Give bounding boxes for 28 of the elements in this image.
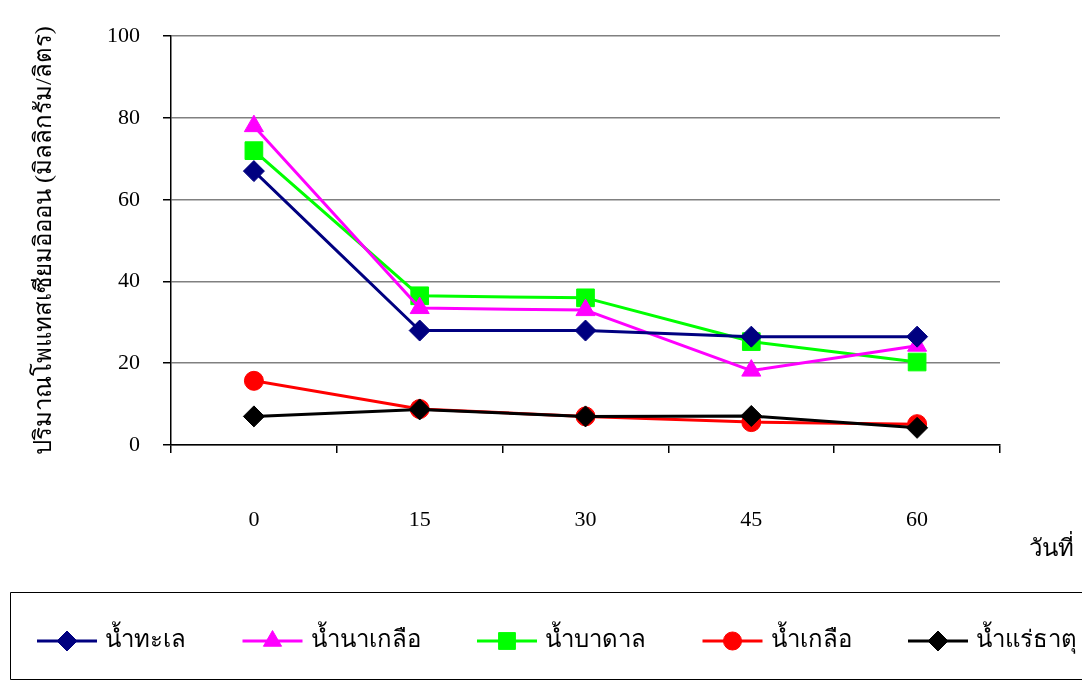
x-tick-label: 0 bbox=[248, 505, 260, 531]
y-tick-label: 60 bbox=[118, 185, 140, 211]
y-tick-label: 40 bbox=[118, 267, 140, 293]
x-tick-label: 30 bbox=[574, 505, 597, 531]
y-tick-label: 100 bbox=[107, 21, 140, 47]
point bbox=[244, 141, 264, 160]
y-axis-title: ปริมาณโพแทสเซียมอิออน (มิลลิกรัม/ลิตร) bbox=[29, 26, 57, 455]
y-tick-label: 80 bbox=[118, 103, 140, 129]
x-axis-title: วันที่ bbox=[1029, 531, 1074, 562]
x-tick-label: 45 bbox=[740, 505, 763, 531]
y-tick-label: 20 bbox=[118, 349, 140, 375]
legend-label: น้ำเกลือ bbox=[770, 621, 852, 653]
point bbox=[243, 370, 264, 391]
point bbox=[242, 160, 265, 183]
legend-label: น้ำบาดาล bbox=[545, 621, 646, 653]
point bbox=[740, 404, 763, 427]
point bbox=[906, 325, 929, 348]
point bbox=[574, 319, 597, 342]
x-tick-label: 15 bbox=[408, 505, 431, 531]
point bbox=[408, 319, 431, 342]
x-tick-label: 60 bbox=[906, 505, 929, 531]
legend-label: น้ำทะเล bbox=[105, 621, 186, 653]
legend-label: น้ำแร่ธาตุ bbox=[976, 621, 1077, 655]
point bbox=[740, 325, 763, 348]
point bbox=[907, 352, 927, 372]
y-tick-label: 0 bbox=[129, 430, 140, 456]
legend-label: น้ำนาเกลือ bbox=[310, 621, 421, 653]
point bbox=[242, 405, 265, 428]
